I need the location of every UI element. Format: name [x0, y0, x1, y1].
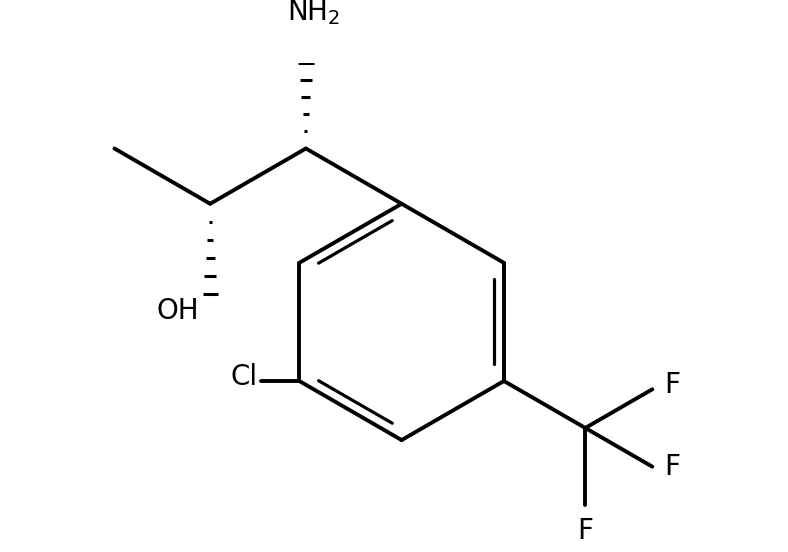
Text: NH$_2$: NH$_2$ — [287, 0, 340, 26]
Text: F: F — [663, 453, 680, 481]
Text: OH: OH — [156, 297, 199, 325]
Text: F: F — [663, 371, 680, 400]
Text: Cl: Cl — [230, 363, 258, 391]
Text: F: F — [578, 517, 593, 545]
